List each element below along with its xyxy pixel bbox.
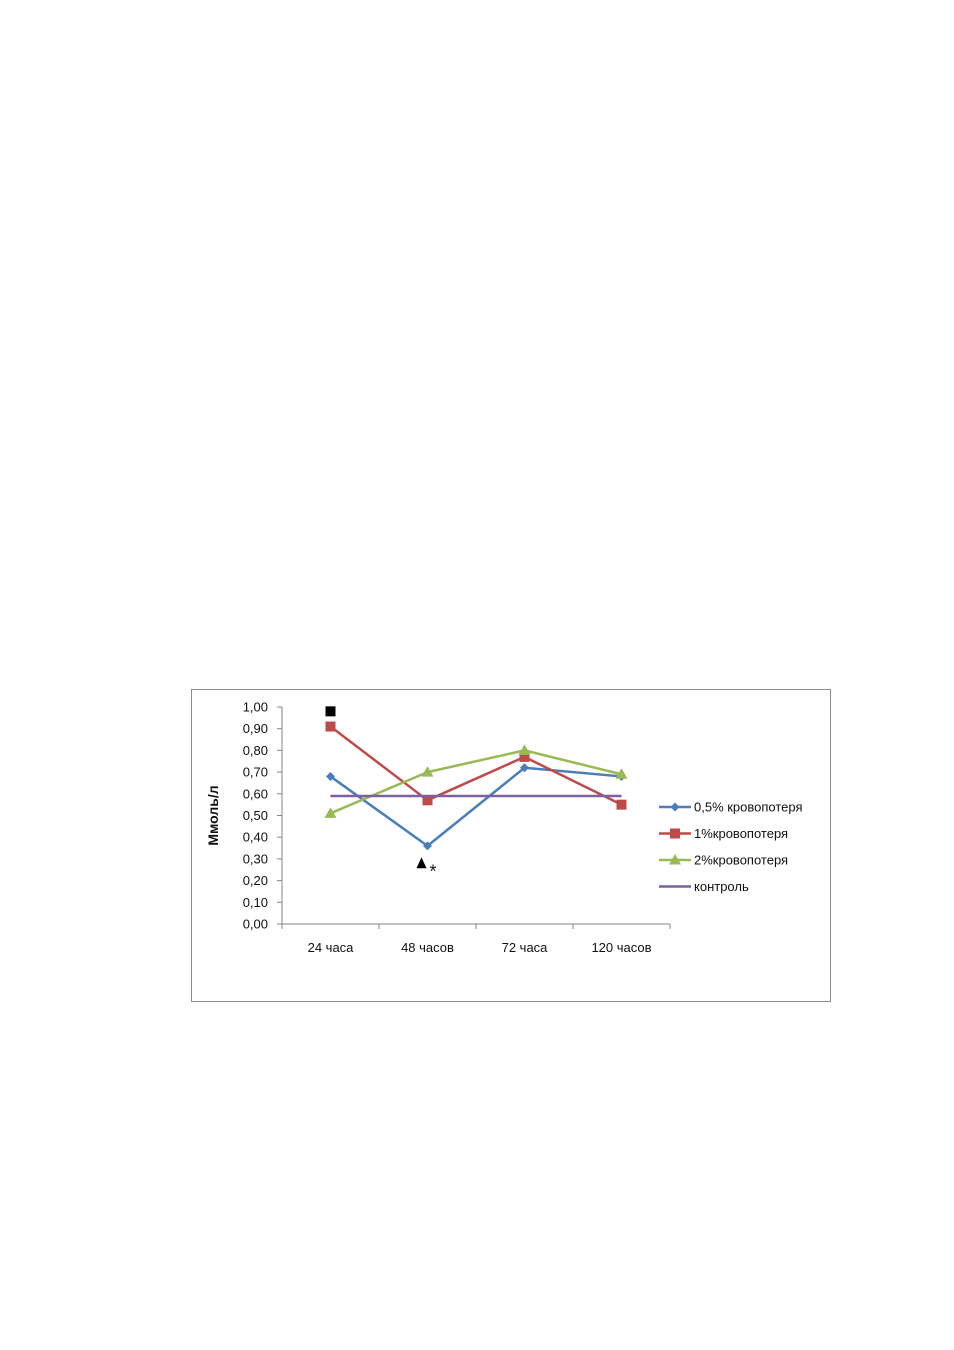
data-point-series-2 bbox=[422, 795, 433, 806]
series-line-1 bbox=[329, 766, 622, 848]
y-tick-label: 0,30 bbox=[243, 851, 268, 866]
y-tick-label: 0,40 bbox=[243, 830, 268, 845]
legend-label-4: контроль bbox=[694, 879, 749, 894]
y-tick-label: 0,70 bbox=[243, 765, 268, 780]
series-line-3 bbox=[330, 749, 622, 815]
y-tick-label: 0,20 bbox=[243, 873, 268, 888]
x-tick-label: 48 часов bbox=[401, 940, 454, 955]
data-point-series-3 bbox=[615, 768, 628, 779]
legend-marker-2 bbox=[670, 828, 680, 839]
significance-asterisk: * bbox=[430, 861, 437, 881]
y-tick-label: 0,10 bbox=[243, 895, 268, 910]
x-tick-label: 24 часа bbox=[308, 940, 355, 955]
y-tick-label: 0,90 bbox=[243, 721, 268, 736]
legend: 0,5% кровопотеря 1%кровопотеря 2%кровопоте… bbox=[659, 800, 803, 894]
y-axis-label: Ммоль/л bbox=[205, 785, 221, 845]
legend-label-3: 2%кровопотеря bbox=[694, 853, 788, 868]
data-point-series-1 bbox=[423, 841, 432, 851]
data-point-series-3 bbox=[518, 744, 531, 755]
x-tick-label: 120 часов bbox=[591, 940, 651, 955]
y-tick-label: 0,60 bbox=[243, 786, 268, 801]
legend-marker-1 bbox=[670, 802, 680, 812]
data-point-series-3 bbox=[421, 766, 434, 777]
data-point-series-1 bbox=[520, 763, 529, 773]
chart-axes: 0,00 0,10 0,20 0,30 0,40 0,50 0,60 0,70 0,80 0,90… bbox=[205, 700, 671, 955]
line-chart: 0,00 0,10 0,20 0,30 0,40 0,50 0,60 0,70 0,80 0,90… bbox=[205, 700, 803, 956]
significance-triangle-mark bbox=[416, 857, 427, 869]
data-point-series-2 bbox=[325, 721, 336, 732]
data-point-series-1 bbox=[326, 771, 335, 781]
data-point-series-3 bbox=[324, 807, 337, 818]
significance-square-mark bbox=[325, 706, 336, 717]
chart-frame: 0,00 0,10 0,20 0,30 0,40 0,50 0,60 0,70 0,80 0,90… bbox=[191, 689, 831, 1002]
series-line-2 bbox=[329, 725, 623, 806]
legend-label-2: 1%кровопотеря bbox=[694, 826, 788, 841]
data-point-series-2 bbox=[519, 751, 530, 762]
data-point-series-2 bbox=[616, 799, 627, 810]
y-tick-label: 0,80 bbox=[243, 743, 268, 758]
annotation-layer: * bbox=[325, 706, 437, 881]
y-tick-label: 1,00 bbox=[243, 700, 268, 715]
legend-label-1: 0,5% кровопотеря bbox=[694, 800, 803, 815]
x-tick-label: 72 часа bbox=[502, 940, 549, 955]
y-tick-label: 0,00 bbox=[243, 917, 268, 932]
series-layer bbox=[324, 721, 628, 851]
y-tick-label: 0,50 bbox=[243, 808, 268, 823]
legend-marker-3 bbox=[669, 854, 681, 865]
